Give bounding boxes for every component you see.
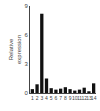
svg-text:6: 6 (55, 95, 58, 101)
svg-text:9: 9 (69, 95, 72, 101)
svg-text:14: 14 (91, 95, 97, 101)
svg-text:8: 8 (64, 95, 67, 101)
svg-text:6: 6 (24, 32, 28, 38)
svg-text:2: 2 (36, 95, 39, 101)
svg-text:11: 11 (77, 95, 82, 101)
svg-text:12: 12 (81, 95, 87, 101)
svg-text:3: 3 (40, 95, 43, 101)
svg-text:0: 0 (24, 90, 28, 96)
svg-text:3: 3 (24, 61, 28, 67)
svg-text:7: 7 (59, 95, 62, 101)
svg-text:10: 10 (72, 95, 78, 101)
svg-text:13: 13 (86, 95, 92, 101)
svg-text:Relativeexpression: Relativeexpression (8, 35, 22, 64)
svg-text:4: 4 (45, 95, 48, 101)
svg-text:5: 5 (50, 95, 53, 101)
svg-text:1: 1 (31, 95, 34, 101)
svg-text:9: 9 (24, 3, 28, 9)
